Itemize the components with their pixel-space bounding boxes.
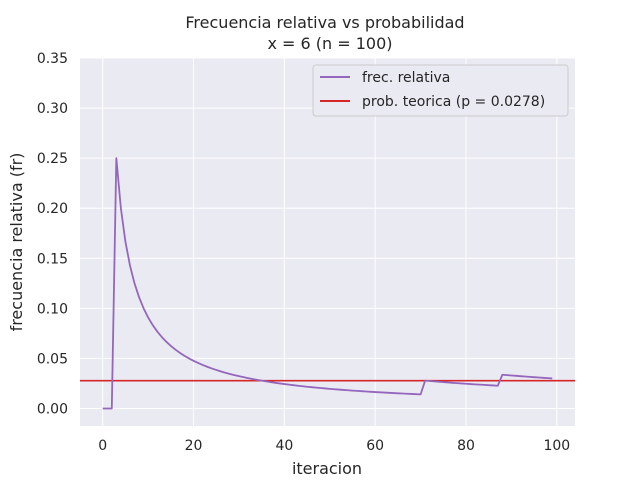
chart-title: Frecuencia relativa vs probabilidad [185, 13, 464, 32]
legend-box [312, 64, 569, 117]
y-tick-label: 0.30 [37, 101, 68, 117]
x-axis-label: iteracion [292, 459, 362, 478]
x-tick-label: 20 [185, 438, 203, 454]
series-layer [102, 157, 553, 410]
plot-area [80, 58, 575, 426]
y-axis-label: frecuencia relativa (fr) [7, 153, 26, 332]
x-axis-ticks: 0 20 40 60 80 100 [98, 438, 570, 454]
y-axis-ticks: 0.00 0.05 0.10 0.15 0.20 0.25 0.30 0.35 [37, 51, 68, 417]
grid [80, 57, 575, 426]
legend-label-prob-teorica: prob. teorica (p = 0.0278) [362, 94, 545, 110]
y-tick-label: 0.15 [37, 251, 68, 267]
legend-label-frec-relativa: frec. relativa [362, 70, 450, 86]
y-tick-label: 0.25 [37, 151, 68, 167]
x-tick-label: 0 [98, 438, 107, 454]
y-tick-label: 0.35 [37, 51, 68, 67]
legend: frec. relativa prob. teorica (p = 0.0278… [312, 64, 569, 117]
y-tick-label: 0.20 [37, 201, 68, 217]
chart-subtitle: x = 6 (n = 100) [267, 34, 392, 53]
x-tick-label: 100 [543, 438, 570, 454]
x-tick-label: 80 [457, 438, 475, 454]
y-tick-label: 0.00 [37, 401, 68, 417]
x-tick-label: 40 [275, 438, 293, 454]
x-tick-label: 60 [366, 438, 384, 454]
y-tick-label: 0.10 [37, 301, 68, 317]
series-line-frec-relativa [102, 157, 553, 410]
y-tick-label: 0.05 [37, 351, 68, 367]
